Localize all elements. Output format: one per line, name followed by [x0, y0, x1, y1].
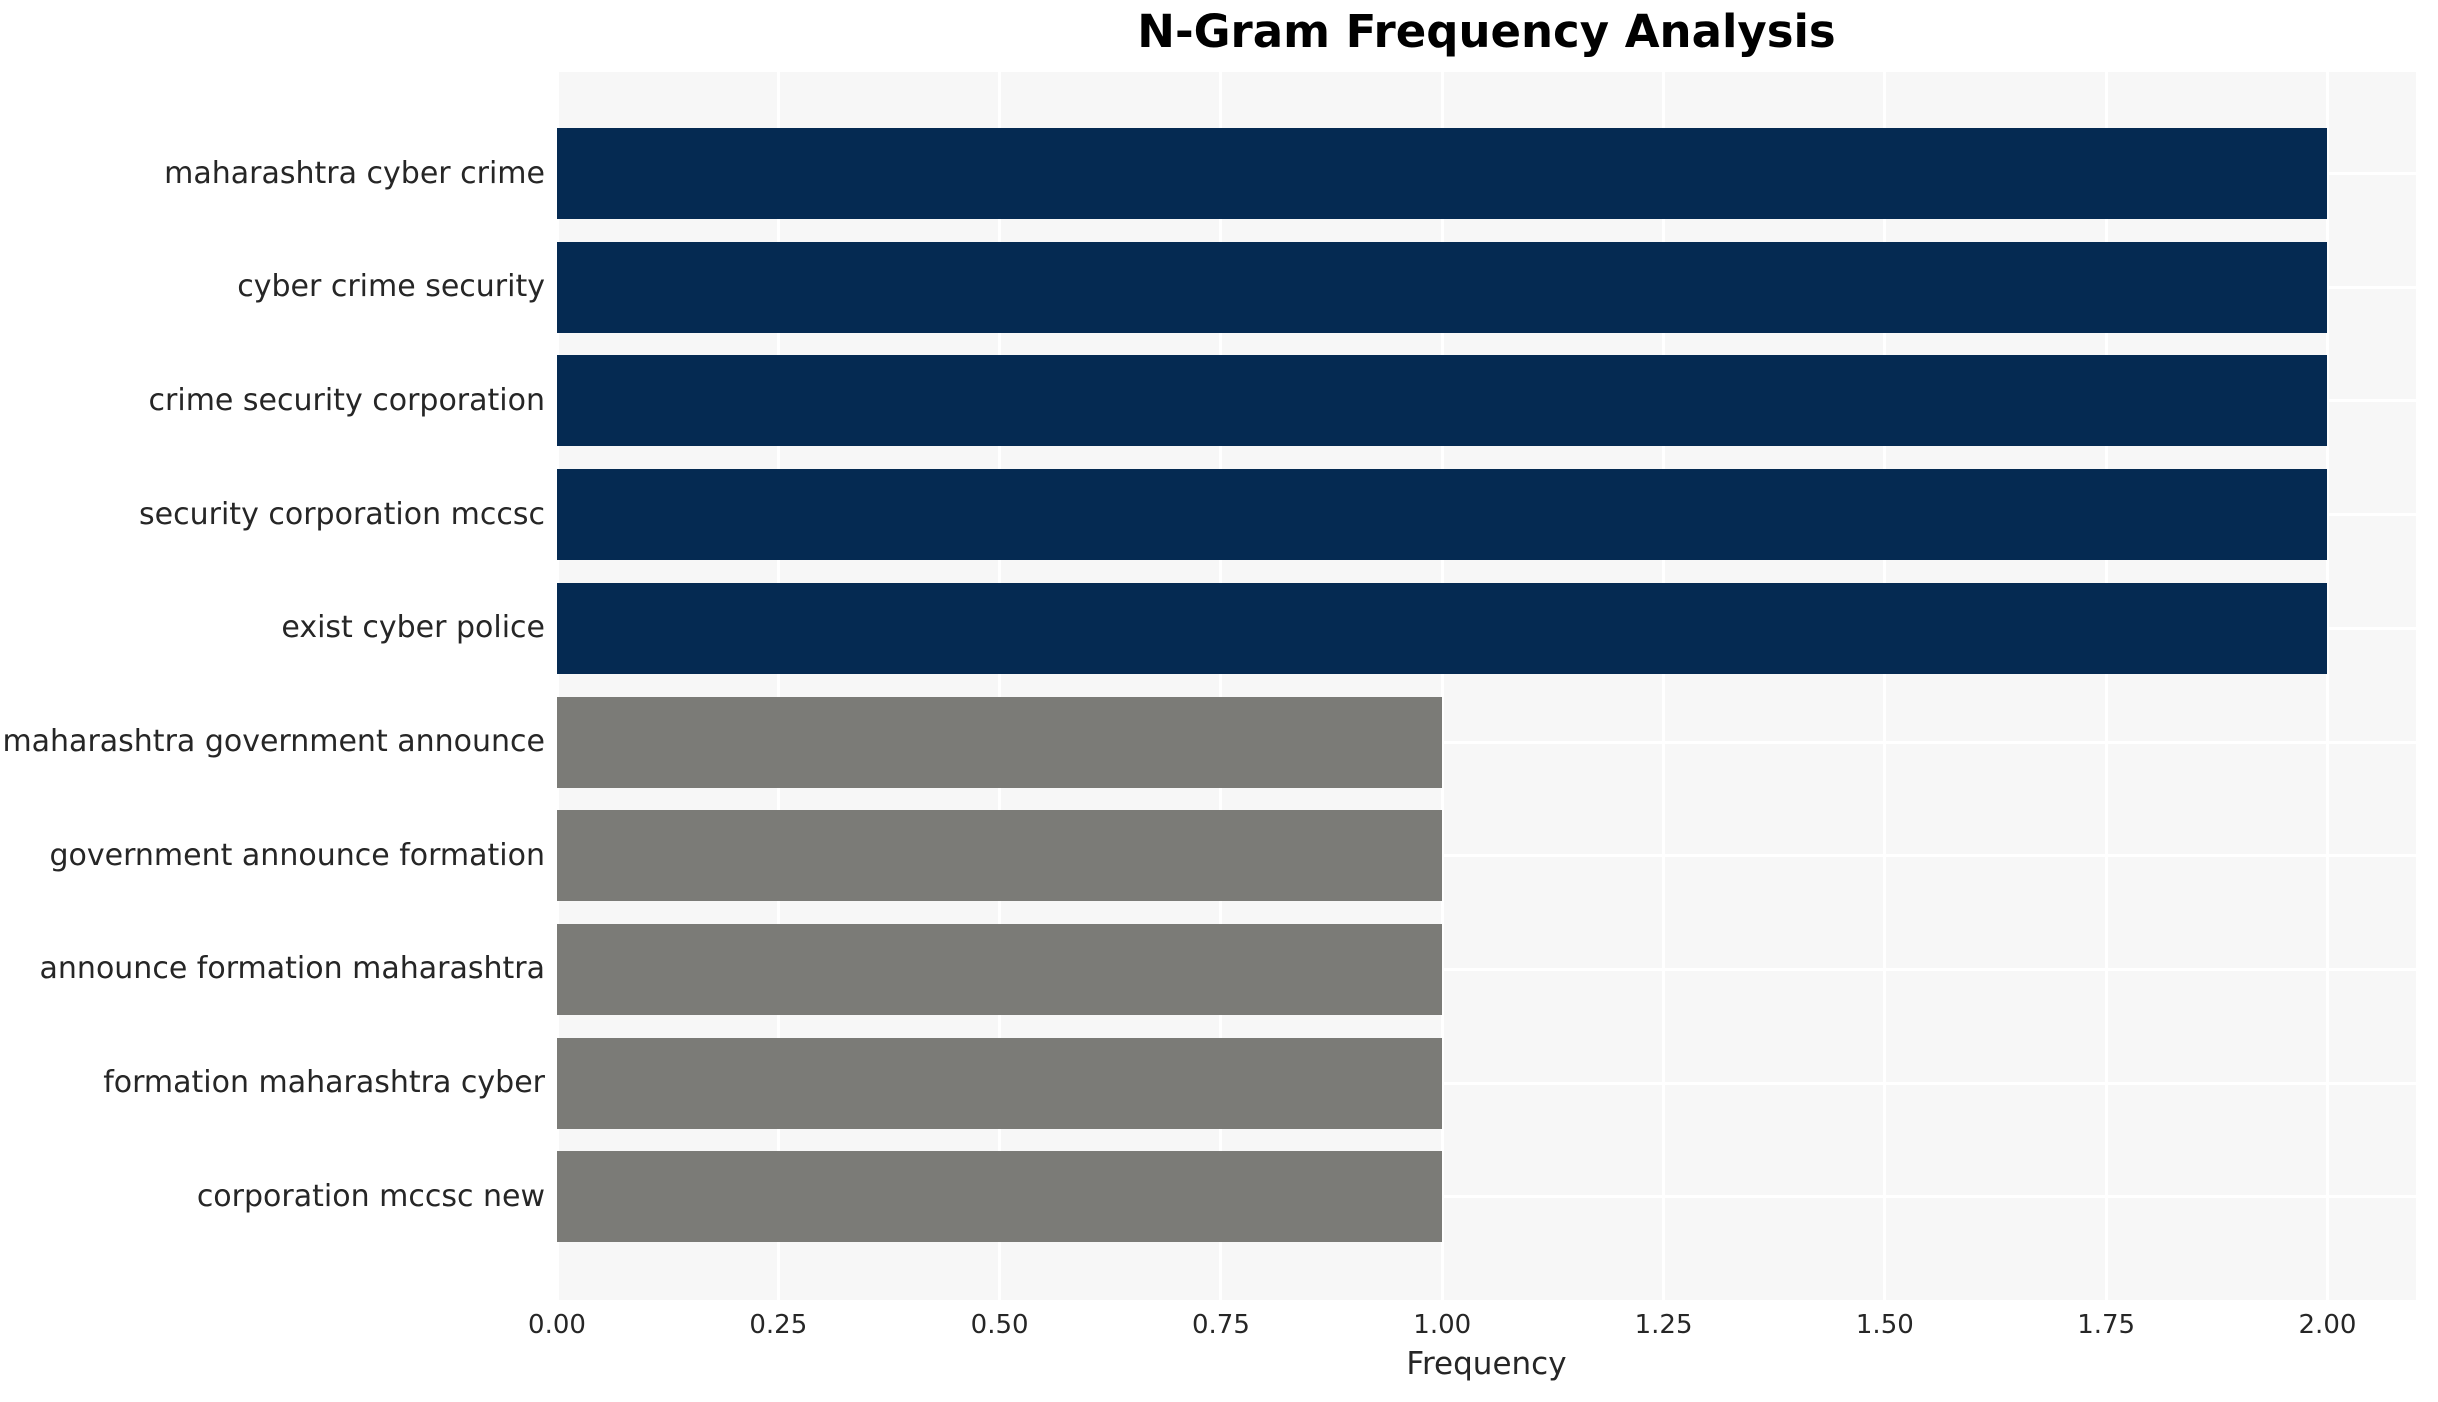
bar — [557, 810, 1443, 902]
gridline-vertical — [2104, 72, 2108, 1300]
y-tick-label: formation maharashtra cyber — [103, 1065, 545, 1101]
y-tick-label: cyber crime security — [237, 269, 545, 305]
x-tick-label: 0.50 — [970, 1310, 1029, 1340]
x-tick-label: 1.50 — [1855, 1310, 1914, 1340]
gridline-vertical — [1440, 72, 1444, 1300]
gridline-vertical — [1662, 72, 1666, 1300]
y-tick-label: exist cyber police — [281, 610, 545, 646]
bar — [557, 1151, 1443, 1243]
gridline-vertical — [1219, 72, 1223, 1300]
bar — [557, 582, 2328, 674]
gridline-horizontal — [557, 1081, 2416, 1085]
y-tick-label: government announce formation — [49, 837, 546, 873]
gridline-horizontal — [557, 854, 2416, 858]
x-tick-label: 2.00 — [2298, 1310, 2357, 1340]
y-tick-label: maharashtra cyber crime — [164, 155, 545, 191]
x-tick-label: 0.75 — [1191, 1310, 1250, 1340]
x-tick-label: 0.25 — [749, 1310, 808, 1340]
gridline-horizontal — [557, 1195, 2416, 1199]
gridline-vertical — [1883, 72, 1887, 1300]
y-tick-label: security corporation mccsc — [139, 496, 545, 532]
chart-title: N-Gram Frequency Analysis — [1137, 5, 1836, 58]
bar — [557, 696, 1443, 788]
bar — [557, 128, 2328, 219]
x-tick-label: 1.75 — [2077, 1310, 2136, 1340]
x-tick-label: 1.00 — [1413, 1310, 1472, 1340]
bar — [557, 1037, 1443, 1129]
x-axis-title: Frequency — [1406, 1346, 1567, 1382]
x-tick-label: 0.00 — [528, 1310, 586, 1340]
gridline-vertical — [557, 72, 559, 1300]
y-tick-label: crime security corporation — [148, 382, 545, 418]
y-tick-label: announce formation maharashtra — [39, 951, 545, 987]
x-tick-label: 1.25 — [1634, 1310, 1693, 1340]
gridline-vertical — [776, 72, 780, 1300]
bar — [557, 469, 2328, 561]
bar — [557, 923, 1443, 1015]
y-tick-label: maharashtra government announce — [2, 724, 545, 759]
plot-area — [557, 72, 2416, 1300]
gridline-horizontal — [557, 740, 2416, 744]
bar — [557, 355, 2328, 447]
gridline-vertical — [998, 72, 1002, 1300]
gridline-horizontal — [557, 967, 2416, 971]
bar — [557, 241, 2328, 333]
gridline-vertical — [2325, 72, 2329, 1300]
y-tick-label: corporation mccsc new — [196, 1178, 545, 1214]
